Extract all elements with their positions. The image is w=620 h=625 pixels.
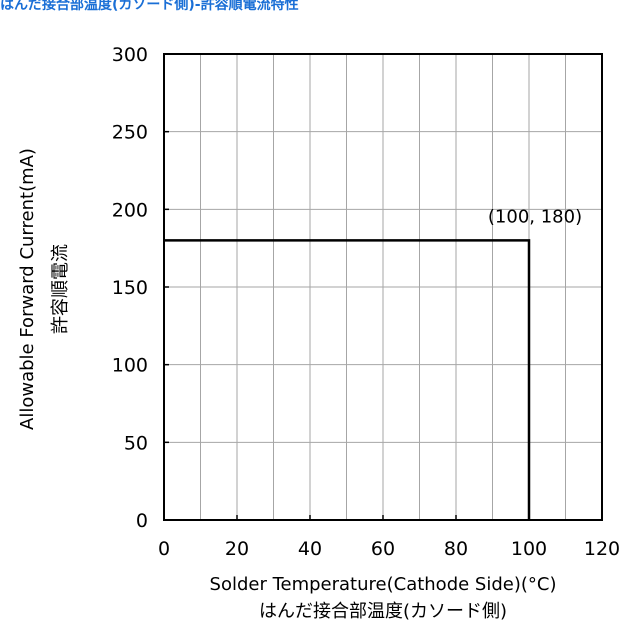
y-tick-label: 250 [112,122,148,144]
x-tick-label: 120 [584,538,620,560]
series-line [164,239,531,520]
x-tick-label: 0 [158,538,170,560]
y-axis-label: Allowable Forward Current(mA) [17,148,38,430]
y-axis-label-ja: 許容順電流 [50,244,71,334]
series-layer [164,239,531,520]
x-axis-label: Solder Temperature(Cathode Side)(°C) [210,574,557,595]
y-tick-label: 150 [112,277,148,299]
annotation-layer: (100, 180) [488,206,582,227]
x-tick-label: 60 [371,538,395,560]
x-tick-label: 100 [511,538,547,560]
y-tick-label: 200 [112,199,148,221]
grid-lines [164,54,602,520]
x-tick-label: 20 [225,538,249,560]
x-axis-label-ja: はんだ接合部温度(カソード側) [259,601,507,622]
y-tick-label: 100 [112,355,148,377]
x-tick-label: 40 [298,538,322,560]
x-tick-label: 80 [444,538,468,560]
y-tick-label: 300 [112,44,148,66]
chart-title: はんだ接合部温度(カソード側)-許容順電流特性 [0,0,299,13]
y-tick-label: 50 [124,432,148,454]
y-tick-label: 0 [136,510,148,532]
tick-layer: 0 20 40 60 80 100 120 0 50 100 150 200 250 300 [112,44,620,560]
point-annotation: (100, 180) [488,206,582,227]
